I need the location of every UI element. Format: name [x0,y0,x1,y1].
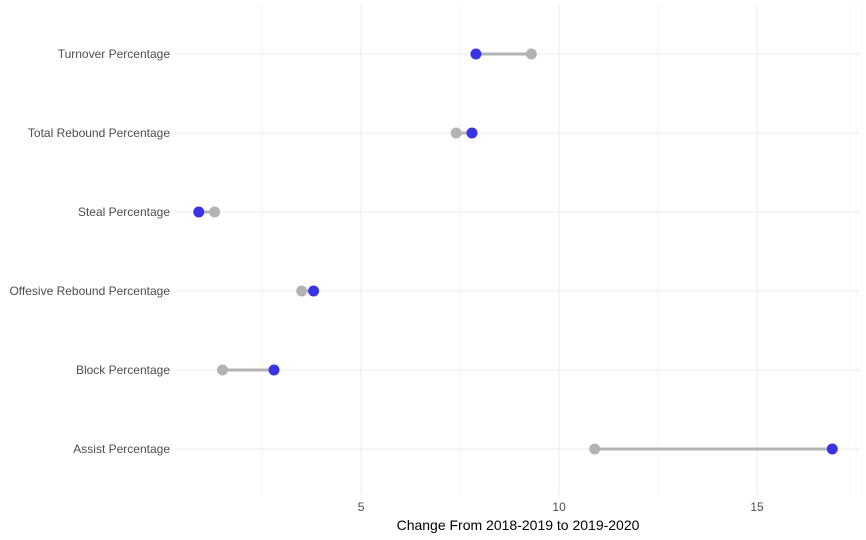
point-2019-2020 [470,48,482,60]
grid-lines [175,5,860,495]
category-label: Offesive Rebound Percentage [9,284,170,298]
point-2019-2020 [193,206,205,218]
segments [197,52,834,451]
category-labels: Assist Percentage Block Percentage Offesiv… [9,47,170,456]
x-tick-label: 15 [750,500,764,514]
x-axis-title: Change From 2018-2019 to 2019-2020 [397,517,640,533]
point-2018-2019 [450,127,462,139]
x-tick-label: 5 [358,500,365,514]
point-2018-2019 [589,443,601,455]
point-2018-2019 [296,285,308,297]
point-2018-2019 [209,206,221,218]
points [193,48,838,455]
point-2018-2019 [217,364,229,376]
point-2019-2020 [308,285,320,297]
x-tick-labels: 5 10 15 [358,500,764,514]
point-2019-2020 [268,364,280,376]
category-label: Total Rebound Percentage [28,126,170,140]
category-label: Steal Percentage [78,205,170,219]
category-label: Turnover Percentage [58,47,171,61]
category-label: Assist Percentage [73,442,170,456]
point-2019-2020 [826,443,838,455]
x-tick-label: 10 [552,500,566,514]
category-label: Block Percentage [76,363,170,377]
point-2019-2020 [466,127,478,139]
point-2018-2019 [525,48,537,60]
